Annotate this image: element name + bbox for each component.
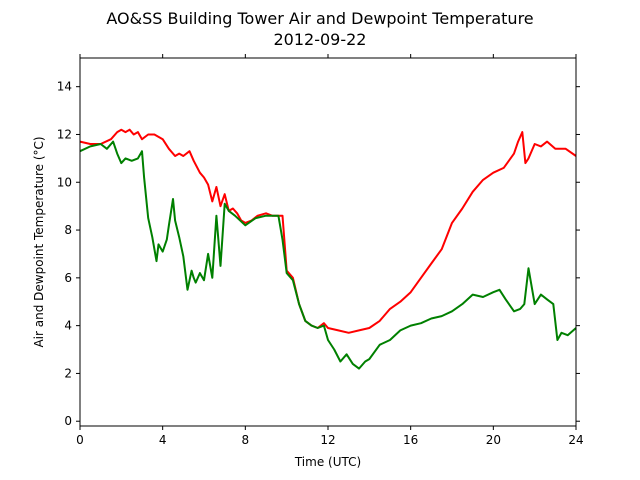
- chart-title: AO&SS Building Tower Air and Dewpoint Te…: [106, 9, 533, 28]
- chart-subtitle: 2012-09-22: [274, 30, 367, 49]
- y-tick-label: 2: [64, 366, 72, 380]
- x-tick-label: 16: [403, 433, 418, 447]
- y-tick-label: 6: [64, 271, 72, 285]
- plot-lines: [79, 128, 577, 370]
- x-tick-label: 20: [486, 433, 501, 447]
- x-tick-label: 12: [320, 433, 335, 447]
- x-tick-label: 24: [568, 433, 583, 447]
- y-tick-label: 10: [57, 175, 72, 189]
- series-line-1: [79, 128, 577, 334]
- y-tick-label: 12: [57, 127, 72, 141]
- y-tick-label: 4: [64, 319, 72, 333]
- plot-frame: [79, 57, 577, 427]
- y-tick-label: 8: [64, 223, 72, 237]
- series-line-2: [79, 140, 577, 370]
- y-axis-label: Air and Dewpoint Temperature (°C): [32, 136, 46, 347]
- x-tick-label: 8: [242, 433, 250, 447]
- y-tick-label: 0: [64, 414, 72, 428]
- x-axis-label: Time (UTC): [294, 455, 361, 469]
- x-tick-label: 0: [76, 433, 84, 447]
- y-tick-label: 14: [57, 80, 72, 94]
- x-tick-label: 4: [159, 433, 167, 447]
